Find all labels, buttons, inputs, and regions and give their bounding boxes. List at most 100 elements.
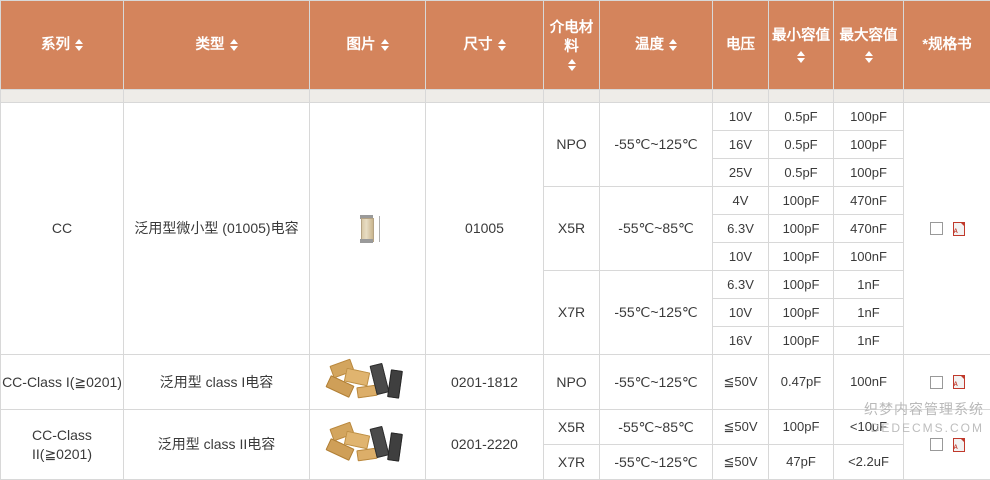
sort-icon[interactable] xyxy=(568,59,576,71)
pdf-icon[interactable]: A xyxy=(953,222,965,236)
cell-type: 泛用型 class II电容 xyxy=(124,410,310,480)
column-header-cap-max[interactable]: 最大容值 xyxy=(834,1,904,90)
column-label-series: 系列 xyxy=(41,36,70,54)
cell-cap-min: 100pF xyxy=(769,327,834,355)
cell-voltage: 4V xyxy=(713,187,769,215)
cell-cap-min: 100pF xyxy=(769,271,834,299)
cell-cap-min: 100pF xyxy=(769,215,834,243)
cell-cap-min: 100pF xyxy=(769,410,834,445)
header-row: 系列 类型 图片 尺寸 xyxy=(1,1,990,90)
column-header-datasheet[interactable]: *规格书 xyxy=(904,1,990,90)
cell-picture[interactable] xyxy=(310,355,426,410)
cell-cap-min: 0.5pF xyxy=(769,159,834,187)
datasheet-checkbox[interactable] xyxy=(930,438,943,451)
cell-cap-max: 100pF xyxy=(834,131,904,159)
sort-icon[interactable] xyxy=(865,51,873,63)
column-header-picture[interactable]: 图片 xyxy=(310,1,426,90)
cell-dielectric: X7R xyxy=(544,445,600,480)
cell-cap-max: 100nF xyxy=(834,355,904,410)
table-row: CC-Class II(≧0201) 泛用型 class II电容 0201-2… xyxy=(1,410,990,445)
cell-dielectric: X5R xyxy=(544,187,600,271)
cell-cap-max: <10uF xyxy=(834,410,904,445)
table-header: 系列 类型 图片 尺寸 xyxy=(1,1,990,90)
sort-icon[interactable] xyxy=(498,39,506,51)
column-header-cap-min[interactable]: 最小容值 xyxy=(769,1,834,90)
capacitor-image xyxy=(355,212,381,246)
cell-cap-min: 100pF xyxy=(769,299,834,327)
cell-cap-max: <2.2uF xyxy=(834,445,904,480)
column-label-temperature: 温度 xyxy=(635,36,664,54)
column-label-dielectric: 介电材料 xyxy=(544,19,599,55)
cell-voltage: 10V xyxy=(713,103,769,131)
column-label-datasheet: *规格书 xyxy=(922,36,971,54)
cell-picture[interactable] xyxy=(310,103,426,355)
cell-temperature: -55℃~125℃ xyxy=(600,271,713,355)
cell-temperature: -55℃~85℃ xyxy=(600,187,713,271)
cell-voltage: 10V xyxy=(713,299,769,327)
sort-icon[interactable] xyxy=(669,39,677,51)
cell-cap-min: 0.5pF xyxy=(769,103,834,131)
cell-dielectric: NPO xyxy=(544,355,600,410)
separator-cell xyxy=(834,90,904,103)
pdf-icon[interactable]: A xyxy=(953,375,965,389)
cell-datasheet: A xyxy=(904,355,990,410)
column-label-cap-min: 最小容值 xyxy=(772,27,830,45)
column-header-series[interactable]: 系列 xyxy=(1,1,124,90)
sort-icon[interactable] xyxy=(230,39,238,51)
column-header-type[interactable]: 类型 xyxy=(124,1,310,90)
separator-cell xyxy=(904,90,990,103)
cell-cap-min: 0.5pF xyxy=(769,131,834,159)
separator-cell xyxy=(713,90,769,103)
cell-size: 01005 xyxy=(426,103,544,355)
column-header-voltage[interactable]: 电压 xyxy=(713,1,769,90)
cell-datasheet: A xyxy=(904,103,990,355)
cell-voltage: ≦50V xyxy=(713,355,769,410)
header-separator-row xyxy=(1,90,990,103)
cell-voltage: 6.3V xyxy=(713,271,769,299)
cell-temperature: -55℃~125℃ xyxy=(600,355,713,410)
capacitor-image xyxy=(325,360,411,404)
pdf-icon[interactable]: A xyxy=(953,438,965,452)
sort-icon[interactable] xyxy=(381,39,389,51)
cell-series: CC-Class II(≧0201) xyxy=(1,410,124,480)
sort-icon[interactable] xyxy=(797,51,805,63)
cell-cap-max: 100pF xyxy=(834,103,904,131)
separator-cell xyxy=(600,90,713,103)
cell-temperature: -55℃~125℃ xyxy=(600,445,713,480)
cell-temperature: -55℃~125℃ xyxy=(600,103,713,187)
column-label-type: 类型 xyxy=(196,36,225,54)
separator-cell xyxy=(769,90,834,103)
cell-type: 泛用型 class I电容 xyxy=(124,355,310,410)
cell-cap-max: 1nF xyxy=(834,327,904,355)
cell-cap-min: 0.47pF xyxy=(769,355,834,410)
cell-voltage: 25V xyxy=(713,159,769,187)
column-header-dielectric[interactable]: 介电材料 xyxy=(544,1,600,90)
cell-temperature: -55℃~85℃ xyxy=(600,410,713,445)
cell-series: CC-Class I(≧0201) xyxy=(1,355,124,410)
datasheet-checkbox[interactable] xyxy=(930,376,943,389)
cell-voltage: 16V xyxy=(713,131,769,159)
column-label-picture: 图片 xyxy=(347,36,376,54)
datasheet-checkbox[interactable] xyxy=(930,222,943,235)
cell-cap-min: 100pF xyxy=(769,187,834,215)
cell-cap-max: 1nF xyxy=(834,299,904,327)
cell-cap-min: 100pF xyxy=(769,243,834,271)
cell-voltage: ≦50V xyxy=(713,410,769,445)
column-header-temperature[interactable]: 温度 xyxy=(600,1,713,90)
capacitor-image xyxy=(325,423,411,467)
cell-cap-max: 470nF xyxy=(834,187,904,215)
cell-size: 0201-1812 xyxy=(426,355,544,410)
column-header-size[interactable]: 尺寸 xyxy=(426,1,544,90)
separator-cell xyxy=(124,90,310,103)
cell-dielectric: X5R xyxy=(544,410,600,445)
separator-cell xyxy=(544,90,600,103)
cell-cap-max: 100pF xyxy=(834,159,904,187)
cell-picture[interactable] xyxy=(310,410,426,480)
cell-dielectric: NPO xyxy=(544,103,600,187)
table-row: CC 泛用型微小型 (01005)电容 01005 NPO -55℃~125℃ … xyxy=(1,103,990,131)
cell-voltage: 6.3V xyxy=(713,215,769,243)
table-body: CC 泛用型微小型 (01005)电容 01005 NPO -55℃~125℃ … xyxy=(1,90,990,480)
sort-icon[interactable] xyxy=(75,39,83,51)
cell-type: 泛用型微小型 (01005)电容 xyxy=(124,103,310,355)
separator-cell xyxy=(1,90,124,103)
